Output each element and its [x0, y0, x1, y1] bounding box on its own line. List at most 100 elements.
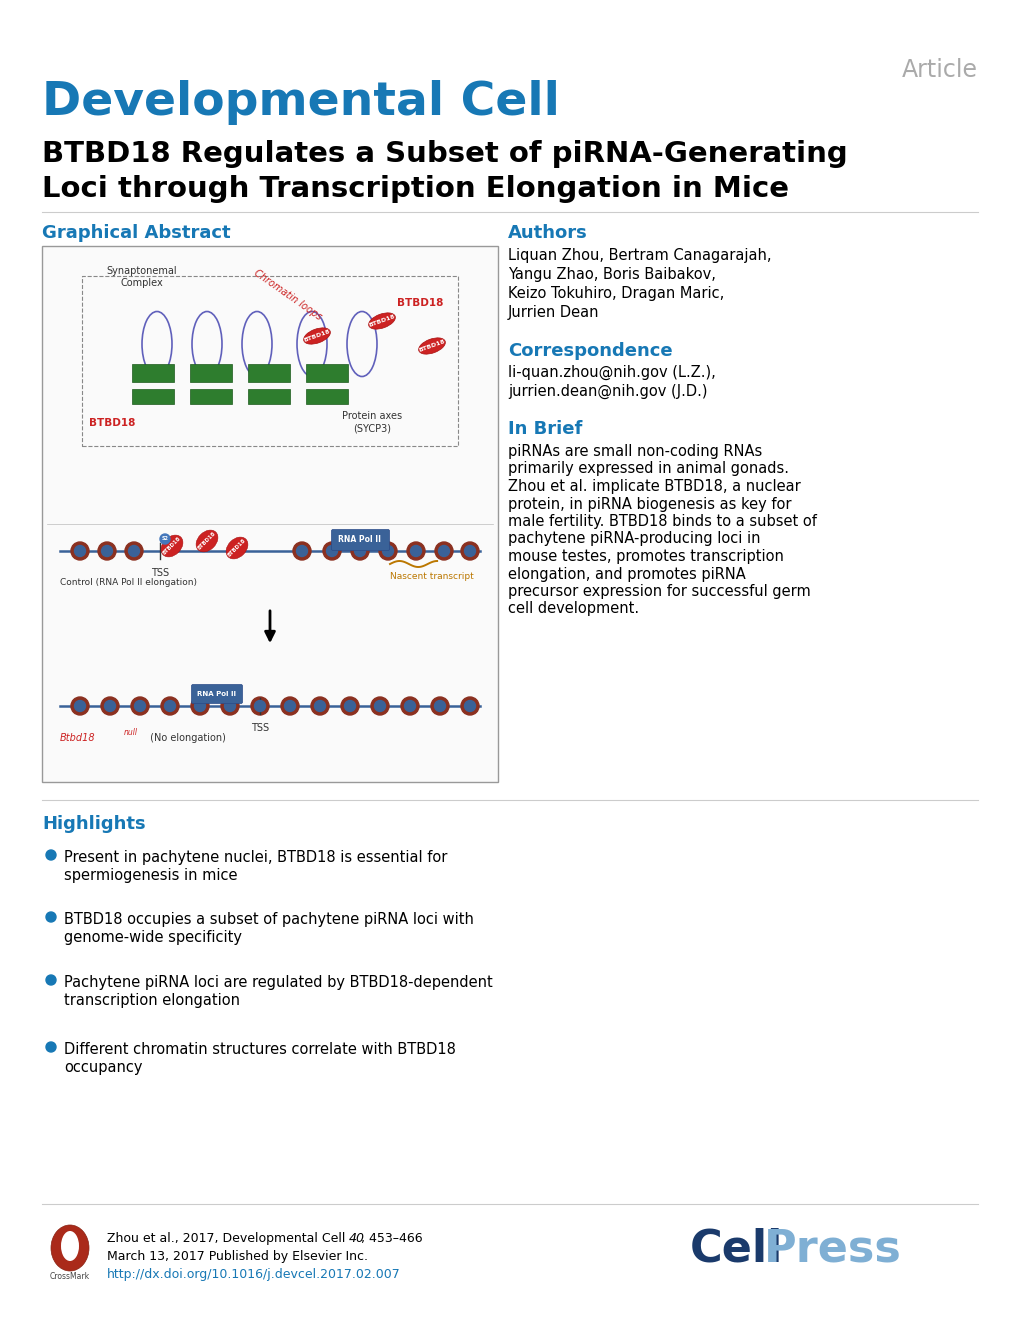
Circle shape [130, 696, 149, 715]
Text: Loci through Transcription Elongation in Mice: Loci through Transcription Elongation in… [42, 175, 789, 203]
Circle shape [379, 542, 396, 560]
Text: BTBD18: BTBD18 [396, 298, 443, 308]
Text: BTBD18: BTBD18 [89, 418, 136, 428]
Circle shape [374, 700, 385, 711]
Text: Developmental Cell: Developmental Cell [42, 79, 559, 124]
Ellipse shape [196, 530, 218, 552]
Text: Different chromatin structures correlate with BTBD18: Different chromatin structures correlate… [64, 1042, 455, 1057]
Text: mouse testes, promotes transcription: mouse testes, promotes transcription [507, 549, 784, 564]
Circle shape [326, 545, 337, 556]
Ellipse shape [304, 328, 330, 344]
Text: Present in pachytene nuclei, BTBD18 is essential for: Present in pachytene nuclei, BTBD18 is e… [64, 850, 447, 865]
Text: Keizo Tokuhiro, Dragan Maric,: Keizo Tokuhiro, Dragan Maric, [507, 286, 723, 301]
Circle shape [251, 696, 269, 715]
Text: Jurrien Dean: Jurrien Dean [507, 305, 599, 320]
FancyBboxPatch shape [42, 246, 497, 782]
Text: piRNAs are small non-coding RNAs: piRNAs are small non-coding RNAs [507, 444, 761, 459]
Circle shape [438, 545, 449, 556]
Text: male fertility. BTBD18 binds to a subset of: male fertility. BTBD18 binds to a subset… [507, 514, 816, 530]
Circle shape [297, 545, 307, 556]
Text: Press: Press [763, 1227, 901, 1270]
Text: Nascent transcript: Nascent transcript [389, 572, 473, 581]
Text: BTBD18: BTBD18 [418, 339, 445, 354]
Bar [131, 389, 174, 404]
Circle shape [431, 696, 448, 715]
Circle shape [461, 542, 479, 560]
Text: BTBD18 occupies a subset of pachytene piRNA loci with: BTBD18 occupies a subset of pachytene pi… [64, 912, 474, 927]
Text: elongation, and promotes piRNA: elongation, and promotes piRNA [507, 567, 745, 581]
Text: cell development.: cell development. [507, 601, 639, 617]
Text: occupancy: occupancy [64, 1061, 143, 1075]
Circle shape [340, 696, 359, 715]
Text: li-quan.zhou@nih.gov (L.Z.),: li-quan.zhou@nih.gov (L.Z.), [507, 365, 715, 380]
Text: Zhou et al., 2017, Developmental Cell: Zhou et al., 2017, Developmental Cell [107, 1233, 350, 1245]
Text: March 13, 2017 Published by Elsevier Inc.: March 13, 2017 Published by Elsevier Inc… [107, 1250, 368, 1263]
Circle shape [434, 542, 452, 560]
Circle shape [164, 700, 175, 711]
Text: Yangu Zhao, Boris Baibakov,: Yangu Zhao, Boris Baibakov, [507, 267, 715, 282]
Text: Article: Article [901, 58, 977, 82]
Bar [131, 364, 174, 383]
Circle shape [371, 696, 388, 715]
Circle shape [46, 850, 56, 861]
FancyBboxPatch shape [192, 685, 243, 703]
Circle shape [46, 912, 56, 922]
Text: Graphical Abstract: Graphical Abstract [42, 224, 230, 242]
Circle shape [104, 700, 115, 711]
Circle shape [46, 1042, 56, 1053]
Text: RNA Pol II: RNA Pol II [198, 691, 236, 696]
Circle shape [255, 700, 265, 711]
Circle shape [224, 700, 235, 711]
Circle shape [74, 700, 86, 711]
Circle shape [292, 542, 311, 560]
Text: Synaptonemal
Complex: Synaptonemal Complex [107, 266, 177, 289]
Ellipse shape [226, 538, 248, 559]
Ellipse shape [368, 312, 395, 330]
Text: Protein axes
(SYCP3): Protein axes (SYCP3) [341, 410, 401, 433]
Circle shape [191, 696, 209, 715]
Text: spermiogenesis in mice: spermiogenesis in mice [64, 869, 237, 883]
Text: primarily expressed in animal gonads.: primarily expressed in animal gonads. [507, 462, 789, 477]
Text: (No elongation): (No elongation) [147, 733, 225, 743]
Circle shape [102, 545, 112, 556]
Text: transcription elongation: transcription elongation [64, 993, 239, 1008]
Text: genome-wide specificity: genome-wide specificity [64, 929, 242, 945]
Circle shape [461, 696, 479, 715]
Ellipse shape [161, 535, 182, 557]
Circle shape [221, 696, 238, 715]
Text: 40: 40 [348, 1233, 365, 1245]
Text: Control (RNA Pol II elongation): Control (RNA Pol II elongation) [60, 579, 197, 587]
Text: BTBD18: BTBD18 [162, 536, 181, 556]
Circle shape [46, 974, 56, 985]
Text: Cell: Cell [689, 1227, 783, 1270]
Circle shape [71, 696, 89, 715]
Text: Zhou et al. implicate BTBD18, a nuclear: Zhou et al. implicate BTBD18, a nuclear [507, 479, 800, 494]
Circle shape [135, 700, 146, 711]
Text: In Brief: In Brief [507, 420, 582, 438]
Text: , 453–466: , 453–466 [361, 1233, 422, 1245]
Circle shape [323, 542, 340, 560]
Circle shape [314, 700, 325, 711]
Circle shape [351, 542, 369, 560]
Text: Chromatin loops: Chromatin loops [252, 267, 323, 322]
Circle shape [284, 700, 296, 711]
Text: TSS: TSS [251, 723, 269, 733]
Text: precursor expression for successful germ: precursor expression for successful germ [507, 584, 810, 598]
Circle shape [434, 700, 445, 711]
Bar [306, 364, 347, 383]
Ellipse shape [51, 1225, 89, 1271]
Ellipse shape [61, 1231, 78, 1260]
Circle shape [74, 545, 86, 556]
Text: BTBD18: BTBD18 [368, 314, 395, 328]
Circle shape [464, 700, 475, 711]
Bar [306, 389, 347, 404]
Text: S2: S2 [161, 536, 168, 542]
Bar [190, 364, 231, 383]
Circle shape [161, 696, 178, 715]
Text: http://dx.doi.org/10.1016/j.devcel.2017.02.007: http://dx.doi.org/10.1016/j.devcel.2017.… [107, 1268, 400, 1282]
Text: BTBD18 Regulates a Subset of piRNA-Generating: BTBD18 Regulates a Subset of piRNA-Gener… [42, 140, 847, 168]
Circle shape [71, 542, 89, 560]
Ellipse shape [418, 338, 445, 354]
Text: Liquan Zhou, Bertram Canagarajah,: Liquan Zhou, Bertram Canagarajah, [507, 248, 770, 263]
Bar [190, 389, 231, 404]
